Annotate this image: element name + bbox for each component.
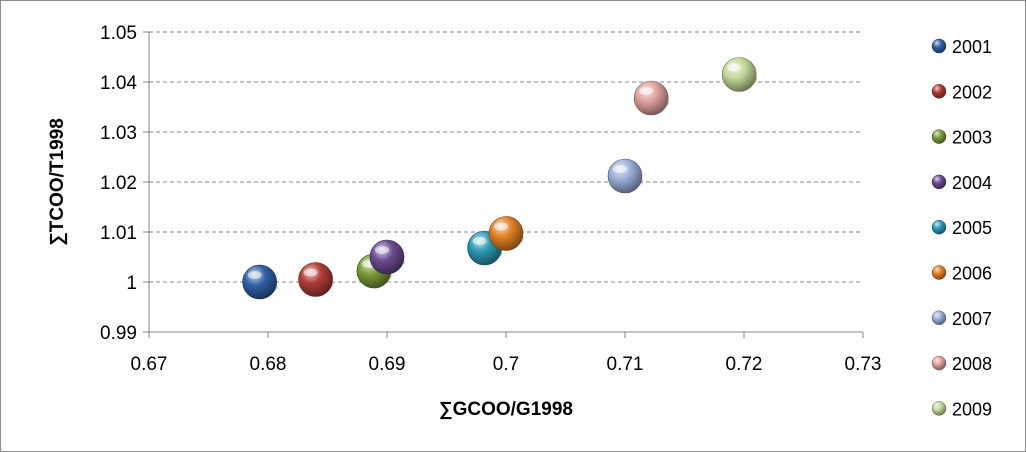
axes xyxy=(148,32,863,333)
legend-marker-2005 xyxy=(931,219,947,235)
data-points xyxy=(242,57,758,300)
legend-label-2008: 2008 xyxy=(952,354,992,374)
point-highlight xyxy=(247,271,262,279)
data-point-2006 xyxy=(488,216,524,251)
y-axis-title: ∑TCOO/T1998 xyxy=(47,118,68,246)
legend-marker-2006 xyxy=(931,265,947,280)
legend-marker-2002 xyxy=(931,84,947,99)
x-tick-label: 0.72 xyxy=(726,354,763,375)
data-point-2007 xyxy=(607,158,643,194)
data-point-2004 xyxy=(369,239,405,275)
legend-marker-2007 xyxy=(931,310,947,326)
legend-marker-2008 xyxy=(931,355,947,371)
legend-marker-2009 xyxy=(931,401,947,416)
point-highlight xyxy=(303,268,318,277)
x-tick-label: 0.7 xyxy=(493,354,519,375)
data-point-2002 xyxy=(298,262,333,297)
legend-label-2006: 2006 xyxy=(952,264,992,284)
x-tick-label: 0.73 xyxy=(845,354,882,375)
data-point-2008 xyxy=(633,80,669,116)
point-highlight xyxy=(727,63,742,72)
legend-marker-2003 xyxy=(931,129,947,144)
legend-label-2005: 2005 xyxy=(952,218,992,238)
x-tick-label: 0.67 xyxy=(131,354,168,375)
point-highlight xyxy=(375,246,389,254)
legend-marker-2004 xyxy=(931,174,947,190)
y-tick-label: 1.05 xyxy=(100,23,137,44)
y-tick-label: 1.04 xyxy=(100,73,137,94)
legend-label-2001: 2001 xyxy=(952,37,992,57)
x-tick-label: 0.69 xyxy=(369,354,406,375)
legend-marker-2001 xyxy=(931,38,947,54)
y-tick-label: 1 xyxy=(126,273,137,294)
x-axis-title: ∑GCOO/G1998 xyxy=(439,399,573,420)
x-tick-label: 0.71 xyxy=(607,354,644,375)
legend-label-2009: 2009 xyxy=(952,399,992,419)
legend-label-2007: 2007 xyxy=(952,309,992,329)
y-tick-label: 1.02 xyxy=(100,173,137,194)
data-point-2009 xyxy=(721,57,757,92)
y-tick-label: 1.01 xyxy=(100,223,137,244)
y-tick-label: 0.99 xyxy=(100,323,137,344)
point-highlight xyxy=(472,237,487,245)
legend: 2001 2002 2003 2004 2005 2006 2007 2008 2009 xyxy=(931,37,992,419)
data-point-2001 xyxy=(242,264,277,300)
legend-label-2002: 2002 xyxy=(952,82,992,102)
y-tick-labels: 0.99 1 1.01 1.02 1.03 1.04 1.05 xyxy=(100,23,137,344)
y-tick-label: 1.03 xyxy=(100,123,137,144)
point-highlight xyxy=(494,222,508,231)
x-tick-label: 0.68 xyxy=(250,354,287,375)
point-highlight xyxy=(613,165,627,173)
legend-label-2004: 2004 xyxy=(952,173,992,193)
legend-label-2003: 2003 xyxy=(952,128,992,148)
point-highlight xyxy=(639,87,654,95)
x-tick-labels: 0.67 0.68 0.69 0.7 0.71 0.72 0.73 xyxy=(131,354,882,375)
